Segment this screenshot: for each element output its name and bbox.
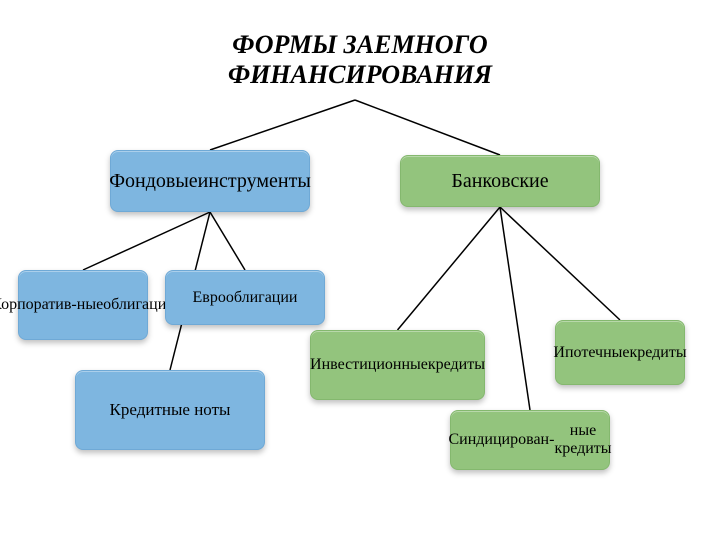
node-label-line: Еврооблигации: [193, 289, 298, 307]
node-euro: Еврооблигации: [165, 270, 325, 325]
node-label-line: ные кредиты: [554, 422, 611, 458]
edge-bank-mort: [500, 207, 620, 320]
edge-root-stock: [210, 100, 355, 150]
title-line2: ФИНАНСИРОВАНИЯ: [228, 60, 492, 89]
node-label-line: Фондовые: [109, 170, 197, 193]
edge-root-bank: [355, 100, 500, 155]
node-synd: Синдицирован-ные кредиты: [450, 410, 610, 470]
diagram-stage: { "type": "tree", "background_color": "#…: [0, 0, 720, 540]
node-notes: Кредитные ноты: [75, 370, 265, 450]
node-label-line: Ипотечные: [553, 344, 629, 362]
edge-stock-euro: [210, 212, 245, 270]
title-line1: ФОРМЫ ЗАЕМНОГО: [232, 30, 487, 59]
diagram-title: ФОРМЫ ЗАЕМНОГО ФИНАНСИРОВАНИЯ: [0, 30, 720, 90]
node-invest: Инвестиционныекредиты: [310, 330, 485, 400]
node-label-line: кредиты: [629, 344, 686, 362]
edge-bank-invest: [398, 207, 501, 330]
node-label-line: ные: [77, 296, 103, 314]
node-label-line: Инвестиционные: [310, 356, 428, 374]
edge-stock-corp: [83, 212, 210, 270]
node-bank: Банковские: [400, 155, 600, 207]
node-label-line: Корпоратив-: [0, 296, 77, 314]
node-label-line: кредиты: [428, 356, 485, 374]
node-corp: Корпоратив-ныеоблигации: [18, 270, 148, 340]
node-stock: Фондовыеинструменты: [110, 150, 310, 212]
node-mort: Ипотечныекредиты: [555, 320, 685, 385]
node-label-line: инструменты: [198, 170, 311, 193]
node-label-line: Кредитные ноты: [110, 400, 231, 420]
edge-bank-synd: [500, 207, 530, 410]
node-label-line: Банковские: [451, 170, 548, 193]
node-label-line: Синдицирован-: [448, 431, 554, 449]
